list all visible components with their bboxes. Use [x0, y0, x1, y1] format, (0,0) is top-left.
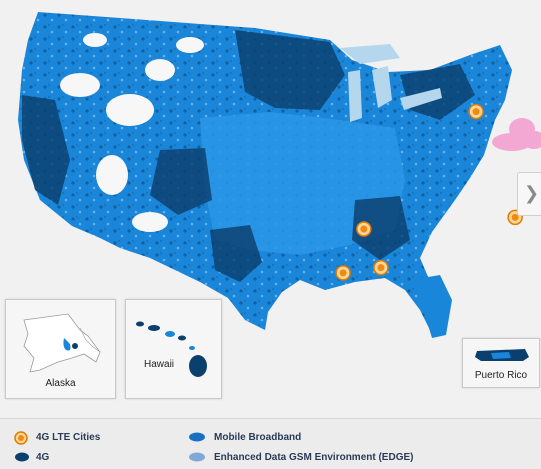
legend-lte-label: 4G LTE Cities [36, 432, 101, 443]
alaska-label: Alaska [45, 378, 76, 389]
lte-city-marker-houston[interactable] [373, 259, 389, 276]
four-g-regions [22, 30, 475, 282]
lte-city-marker-san-antonio[interactable] [335, 265, 351, 281]
four-g-swatch-icon [15, 452, 29, 462]
alaska-inset[interactable]: Alaska [5, 299, 116, 399]
florida [410, 275, 452, 338]
legend-4g-label: 4G [36, 452, 50, 463]
lte-city-marker-dallas[interactable] [356, 221, 372, 237]
great-lakes [340, 44, 442, 122]
puerto-rico-label: Puerto Rico [474, 370, 528, 381]
broadband-swatch-icon [189, 432, 205, 442]
legend-edge-label: Enhanced Data GSM Environment (EDGE) [214, 452, 414, 463]
legend-broadband-label: Mobile Broadband [214, 432, 302, 443]
coverage-map: Alaska Hawaii Puerto Rico ❯ [5, 12, 541, 399]
lte-city-marker-chicago[interactable] [468, 103, 484, 120]
hawaii-inset[interactable]: Hawaii [125, 299, 222, 399]
no-coverage-gaps [60, 33, 204, 232]
hawaii-label: Hawaii [144, 359, 175, 370]
map-legend: 4G LTE Cities 4G Mobile Broadband Enhanc… [0, 418, 541, 469]
lte-marker-icon [14, 431, 28, 445]
cloud-icon [492, 118, 541, 151]
lte-markers [335, 103, 523, 281]
chevron-right-icon: ❯ [524, 183, 540, 203]
next-map-button[interactable]: ❯ [517, 172, 541, 216]
alaska-shape [23, 313, 101, 373]
hawaii-shape [136, 321, 207, 377]
edge-swatch-icon [189, 452, 205, 462]
coverage-map-canvas [18, 12, 541, 338]
puerto-rico-shape [475, 349, 529, 361]
puerto-rico-inset[interactable]: Puerto Rico [462, 338, 540, 388]
